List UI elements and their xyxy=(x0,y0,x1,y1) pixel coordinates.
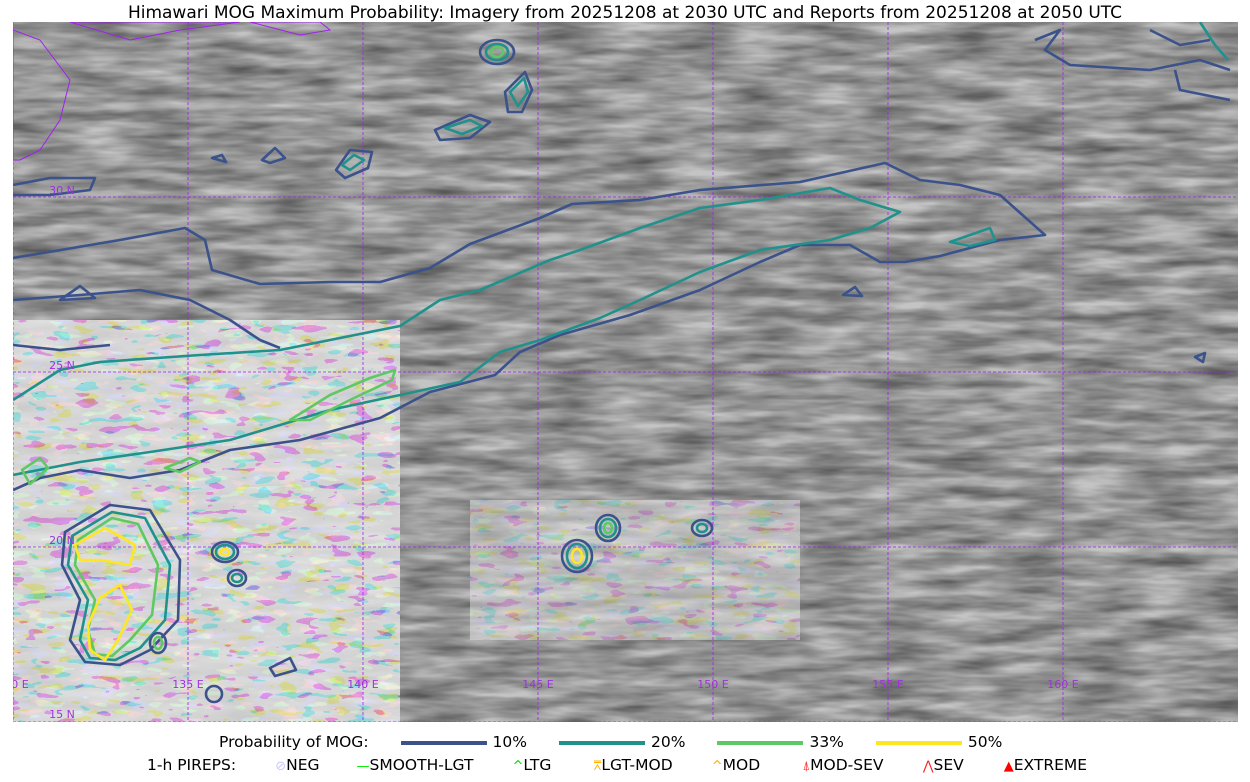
lat-label: 15 N xyxy=(49,708,75,721)
lgt-mod-icon: ⩞ xyxy=(593,759,602,774)
contour-20pct xyxy=(948,226,997,248)
contour-10pct xyxy=(226,568,248,588)
contour-20pct xyxy=(695,522,709,534)
contour-10pct xyxy=(260,146,287,165)
extreme-icon: ▲ xyxy=(1003,759,1014,774)
mod-icon: ^ xyxy=(711,759,723,774)
contour-10pct xyxy=(58,284,97,302)
lon-label: 135 E xyxy=(172,678,203,691)
neg-icon: ⊘ xyxy=(275,759,287,774)
lon-label: 130 E xyxy=(0,678,29,691)
mod-sev-icon: ⍋ xyxy=(802,759,811,774)
coastline xyxy=(13,22,332,161)
contour-33pct xyxy=(20,456,50,486)
contour-50pct xyxy=(73,526,137,662)
lon-label: 160 E xyxy=(1047,678,1078,691)
probability-legend-title: Probability of MOG: xyxy=(219,733,369,751)
contour-10pct xyxy=(210,540,240,564)
contour-20pct xyxy=(66,510,172,662)
satellite-map: 130 E 135 E 140 E 145 E 150 E 155 E 160 E 30 N 2… xyxy=(0,22,1238,722)
contour-10pct xyxy=(60,503,182,667)
smooth-lgt-icon: — xyxy=(356,759,370,774)
pirep-legend-label: MOD xyxy=(722,756,761,774)
contour-10pct xyxy=(503,70,534,114)
pirep-legend-label: LTG xyxy=(523,756,552,774)
contour-10pct xyxy=(1193,351,1207,364)
contour-10pct xyxy=(13,343,111,352)
contour-10pct xyxy=(334,148,374,180)
probability-legend: Probability of MOG: 10% 20% 33% 50% xyxy=(0,733,1250,751)
contour-20pct xyxy=(230,572,244,584)
contour-33pct xyxy=(152,635,164,651)
contour-50pct xyxy=(219,547,231,557)
contour-10pct xyxy=(1034,28,1231,102)
contour-10pct xyxy=(13,176,97,197)
contour-10pct xyxy=(204,684,224,704)
ltg-icon: ^ xyxy=(512,759,524,774)
lat-label: 30 N xyxy=(49,184,75,197)
pirep-legend-label: SMOOTH-LGT xyxy=(369,756,474,774)
lon-label: 150 E xyxy=(697,678,728,691)
contour-50pct xyxy=(570,547,584,565)
contour-10pct xyxy=(268,656,298,678)
contour-20pct xyxy=(214,543,236,561)
legend-swatch xyxy=(717,740,804,745)
pirep-legend-label: EXTREME xyxy=(1013,756,1088,774)
lon-label: 140 E xyxy=(347,678,378,691)
contour-20pct xyxy=(508,76,530,108)
legend-level-label: 33% xyxy=(809,733,844,751)
legend-swatch xyxy=(400,740,487,745)
contour-10pct xyxy=(594,513,622,543)
convective-cloud-region xyxy=(470,500,800,640)
legend-swatch xyxy=(559,740,645,745)
lat-label: 20 N xyxy=(49,534,75,547)
contour-33pct xyxy=(489,45,505,59)
legend-swatch xyxy=(875,740,962,745)
contour-33pct xyxy=(163,456,202,474)
contour-20pct xyxy=(443,118,484,136)
sev-icon: ⋀ xyxy=(922,759,934,774)
pireps-legend: 1-h PIREPS: ⊘NEG —SMOOTH-LGT ^LTG ⩞LGT-MOD ^… xyxy=(0,756,1250,774)
contour-20pct xyxy=(1198,22,1229,61)
contour-33pct xyxy=(73,516,160,658)
pirep-legend-label: NEG xyxy=(286,756,320,774)
contour-10pct xyxy=(560,538,594,574)
contour-10pct xyxy=(210,153,228,164)
legend-level-label: 50% xyxy=(967,733,1003,751)
probability-contours xyxy=(13,22,1231,704)
contour-20pct xyxy=(484,42,510,62)
contour-10pct xyxy=(478,38,516,66)
legend-level-label: 10% xyxy=(492,733,527,751)
contour-20pct xyxy=(598,517,618,539)
contour-20pct xyxy=(565,542,589,570)
contour-10pct xyxy=(148,631,168,655)
contour-10pct xyxy=(433,113,492,142)
pirep-legend-label: MOD-SEV xyxy=(810,756,884,774)
pirep-legend-label: LGT-MOD xyxy=(601,756,673,774)
pireps-legend-title: 1-h PIREPS: xyxy=(147,756,237,774)
map-title: Himawari MOG Maximum Probability: Imager… xyxy=(127,3,1123,23)
contour-33pct xyxy=(288,368,397,422)
lon-label: 145 E xyxy=(522,678,553,691)
contour-20pct xyxy=(13,186,902,477)
contour-10pct xyxy=(13,161,1047,492)
contour-10pct xyxy=(841,285,864,298)
grid-labels: 130 E 135 E 140 E 145 E 150 E 155 E 160 E 30 N 2… xyxy=(0,184,1079,721)
lat-lon-grid xyxy=(13,22,1238,722)
legend-level-label: 20% xyxy=(651,733,686,751)
lat-label: 25 N xyxy=(49,359,75,372)
lon-label: 155 E xyxy=(872,678,903,691)
contour-10pct xyxy=(690,518,714,538)
contour-10pct xyxy=(13,288,281,350)
contour-33pct xyxy=(602,521,614,535)
contour-20pct xyxy=(340,153,366,172)
pirep-legend-label: SEV xyxy=(933,756,964,774)
